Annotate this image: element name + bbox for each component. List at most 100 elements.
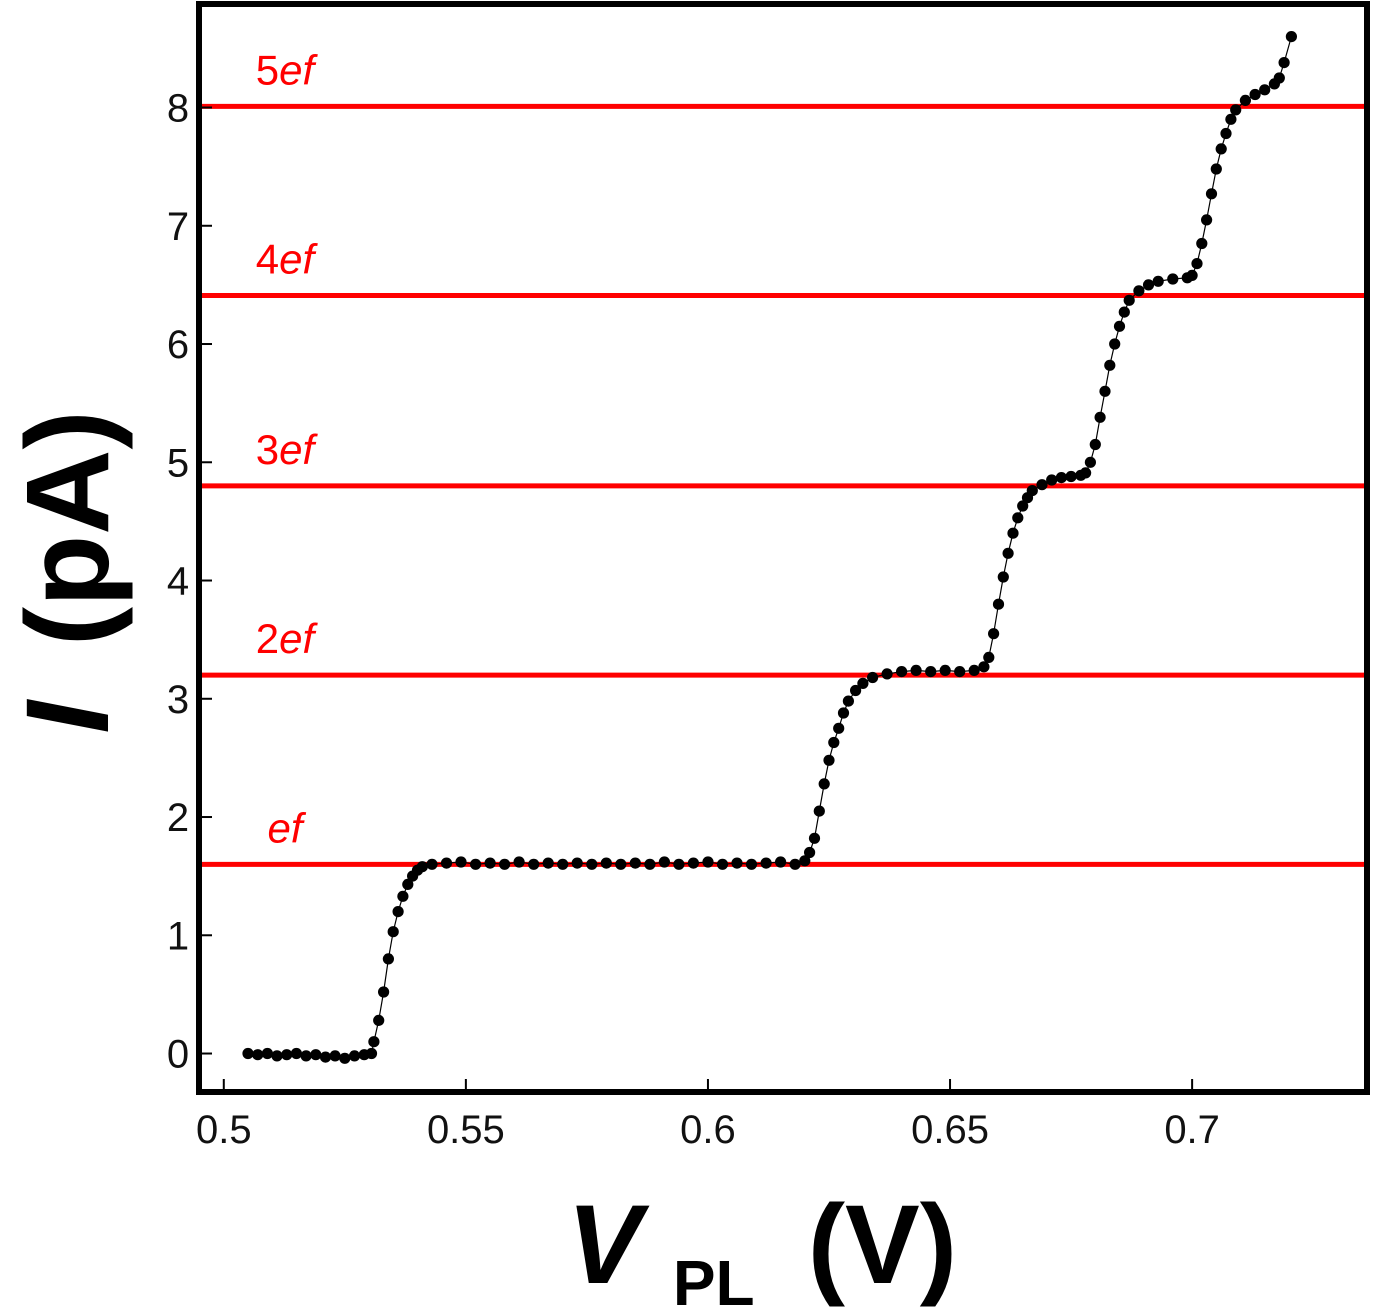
data-point-12 (348, 1050, 361, 1062)
data-point-71 (968, 664, 980, 677)
data-point-73 (983, 651, 995, 664)
reference-line-label-multiplier: 2 (256, 615, 279, 662)
data-point-48 (745, 858, 758, 870)
data-point-36 (571, 857, 583, 869)
reference-line-label-symbol: ef (267, 804, 306, 851)
data-point-39 (615, 858, 627, 870)
x-axis-subscript: PL (673, 1247, 755, 1308)
data-point-79 (1012, 512, 1024, 524)
x-axis: 0.5 0.55 0.6 0.65 0.7 (196, 1079, 1220, 1152)
data-point-105 (1196, 237, 1208, 250)
data-point-57 (823, 754, 835, 766)
data-point-6 (290, 1047, 302, 1060)
data-point-69 (939, 664, 951, 677)
data-point-60 (837, 707, 850, 719)
data-point-19 (387, 926, 399, 938)
data-point-64 (867, 671, 879, 684)
reference-line-label-symbol: ef (279, 46, 318, 93)
data-point-8 (310, 1049, 322, 1061)
data-point-37 (586, 858, 598, 870)
data-point-109 (1215, 143, 1227, 155)
data-point-100 (1152, 275, 1164, 287)
data-point-3 (261, 1047, 273, 1060)
data-point-107 (1205, 188, 1218, 200)
data-point-27 (440, 857, 453, 869)
data-point-80 (1017, 500, 1029, 512)
y-axis: 0 1 2 3 4 5 6 7 8 (167, 87, 212, 1077)
data-point-50 (775, 856, 787, 868)
data-point-95 (1113, 320, 1126, 332)
data-point-68 (925, 666, 937, 678)
data-point-65 (881, 668, 893, 680)
data-point-4 (271, 1050, 283, 1062)
data-point-98 (1133, 285, 1145, 297)
data-point-78 (1007, 527, 1019, 539)
data-point-86 (1065, 470, 1077, 483)
data-point-85 (1055, 472, 1067, 484)
data-point-112 (1230, 104, 1242, 116)
x-tick-label: 0.55 (427, 1108, 505, 1152)
data-point-92 (1099, 385, 1111, 397)
data-point-41 (644, 858, 656, 870)
reference-line-label-2: 2ef (256, 615, 319, 662)
data-point-32 (513, 856, 525, 868)
y-tick-label: 1 (167, 914, 189, 958)
reference-line-label-multiplier: 3 (256, 426, 279, 473)
data-point-42 (658, 856, 671, 868)
data-point-62 (850, 684, 862, 697)
data-point-49 (760, 857, 772, 869)
data-point-35 (557, 858, 569, 870)
data-point-89 (1084, 456, 1096, 468)
reference-line-label-4: 4ef (256, 236, 319, 283)
data-point-28 (455, 856, 467, 868)
data-point-77 (1002, 547, 1014, 559)
data-point-31 (499, 858, 511, 870)
data-point-74 (988, 628, 1000, 640)
data-point-115 (1259, 84, 1271, 96)
data-point-17 (378, 986, 390, 998)
data-point-88 (1080, 467, 1092, 479)
data-point-106 (1201, 214, 1213, 226)
data-point-90 (1089, 438, 1101, 451)
data-point-72 (978, 661, 990, 673)
data-point-101 (1167, 273, 1179, 285)
y-tick-label: 0 (167, 1033, 189, 1077)
data-point-38 (600, 857, 612, 869)
data-point-104 (1191, 258, 1203, 270)
y-axis-symbol: I (2, 699, 134, 734)
reference-line-label-symbol: ef (279, 426, 318, 473)
y-tick-label: 5 (167, 441, 189, 485)
reference-line-label-symbol: ef (279, 236, 318, 283)
data-point-9 (319, 1051, 332, 1063)
data-point-83 (1036, 479, 1048, 491)
data-point-61 (842, 695, 855, 707)
data-point-29 (470, 858, 482, 870)
series-line (247, 36, 1292, 1059)
data-point-108 (1210, 163, 1222, 175)
data-point-84 (1046, 474, 1058, 486)
data-point-96 (1118, 306, 1130, 318)
x-axis-title: V PL (V) (567, 1182, 957, 1308)
reference-line-label-1: ef (267, 804, 306, 851)
data-point-51 (789, 858, 801, 870)
data-point-46 (716, 858, 729, 870)
data-point-22 (402, 878, 414, 891)
data-point-47 (731, 857, 743, 869)
data-point-76 (997, 571, 1009, 583)
data-point-103 (1186, 269, 1198, 281)
data-point-45 (702, 856, 714, 868)
data-point-56 (818, 778, 830, 790)
x-tick-label: 0.65 (911, 1108, 989, 1152)
data-point-75 (992, 598, 1005, 610)
y-tick-label: 2 (167, 796, 189, 840)
data-point-91 (1094, 411, 1106, 423)
data-point-110 (1220, 127, 1232, 140)
x-axis-unit: (V) (808, 1182, 957, 1307)
data-point-43 (673, 858, 685, 870)
data-point-117 (1273, 72, 1285, 84)
data-point-7 (300, 1050, 312, 1062)
data-point-118 (1278, 57, 1290, 69)
y-tick-label: 6 (167, 323, 189, 367)
